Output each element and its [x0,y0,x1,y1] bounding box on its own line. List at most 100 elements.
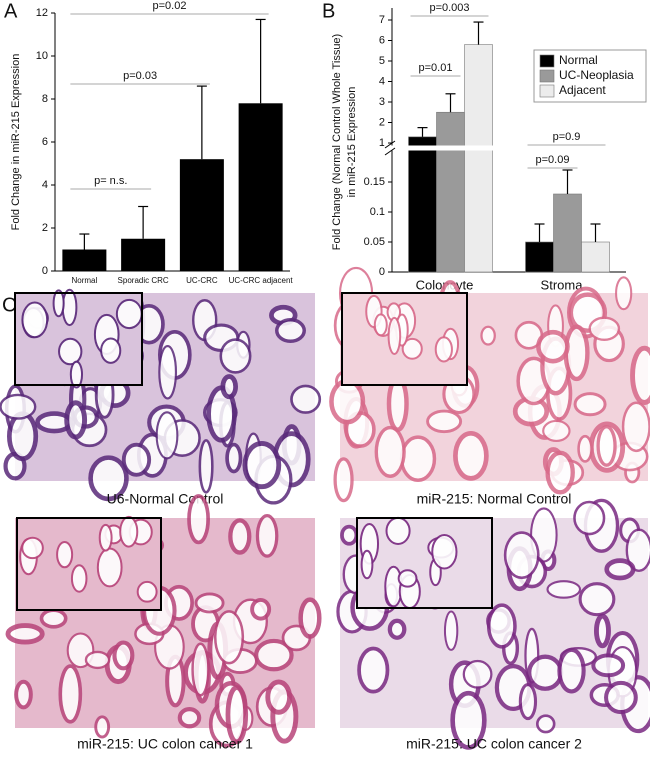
x-tick-label: Stroma [541,277,584,292]
gland [275,318,306,343]
gland [39,608,68,629]
panel-label: B [322,0,335,22]
inset-cell [136,580,158,603]
error-bar [138,205,149,239]
gland [219,338,252,374]
x-tick-label: UC-CRC adjacent [229,276,294,285]
error-bar [196,85,207,160]
bar [525,241,554,273]
gland [621,401,650,453]
gland [191,642,210,697]
histology-image [0,288,322,505]
gland [604,558,636,581]
inset-border [356,517,493,609]
y-tick-label: 0 [42,265,48,277]
gland [155,411,179,460]
panel-label: A [4,0,18,22]
inset-cell [401,337,423,360]
inset-cell [100,337,122,364]
y-axis-label: Fold Change in miR-215 Expression [10,54,22,231]
error-bar [473,21,484,45]
inset-cell [397,569,418,588]
gland [518,683,538,721]
inset-border [341,292,468,386]
legend-swatch [539,84,555,98]
bar [62,249,107,271]
y-tick-label: 0.1 [370,206,385,218]
inset-cell [434,336,453,363]
annotation: p=0.03 [123,70,157,82]
error-bar [562,169,573,194]
bar [408,136,437,273]
gland [0,393,37,420]
inset-border [14,292,143,386]
bar [179,159,224,271]
inset-cell [373,313,388,337]
y-tick-label: 4 [42,179,48,191]
gland [387,618,407,640]
gland [187,494,210,545]
y-tick-label: 12 [36,7,48,19]
gland [604,680,638,715]
panel-label: C [2,294,16,316]
inset-cell [69,360,84,389]
y-tick-label: 7 [379,14,385,26]
gland [290,384,322,414]
gland [94,715,111,739]
histology-image [329,266,650,503]
y-tick-label: 3 [379,96,385,108]
gland [450,690,487,750]
y-tick-label: 1 [379,137,385,149]
legend-swatch [539,69,555,83]
error-bar [590,223,601,242]
inset-cell [96,547,123,588]
y-tick-label: 0.05 [364,236,385,248]
y-tick-label: 6 [379,34,385,46]
y-tick-label: 5 [379,55,385,67]
inset-cell [387,316,402,356]
bar [436,111,465,273]
gland [158,344,178,400]
inset-cell [98,523,113,552]
legend-swatch [539,54,555,68]
gland [265,679,293,715]
inset-cell [21,301,49,339]
inset-cell [119,515,139,548]
gland [426,409,463,434]
gland [84,650,111,670]
gland [596,424,617,467]
error-bar [534,223,545,242]
gland [588,316,621,342]
gland [573,392,607,417]
gland [625,528,650,572]
annotation: p=0.09 [536,154,570,166]
inset-cell [115,298,143,330]
y-tick-label: 0 [379,266,385,278]
y-tick-label: 0.15 [364,176,385,188]
gland [254,638,294,672]
gland [593,613,611,649]
image-caption: miR-215: UC colon cancer 2 [406,736,582,752]
bar [553,193,582,273]
bar [238,103,283,271]
y-axis-label: in miR-215 Expression [346,87,358,198]
axis-break-slash [384,147,396,156]
x-tick-label: UC-CRC [186,276,218,285]
annotation: p=0.01 [419,62,453,74]
gland [225,685,249,745]
image-caption: miR-215: UC colon cancer 1 [77,736,253,752]
gland [577,434,593,463]
y-tick-label: 10 [36,50,48,62]
inset-cell [70,564,88,593]
gland [535,714,556,734]
gland [527,654,564,691]
gland [503,531,540,580]
gland [563,324,590,382]
y-tick-label: 8 [42,93,48,105]
gland [453,430,489,481]
inset-cell [58,337,83,366]
gland [591,653,626,678]
gland [615,276,633,311]
